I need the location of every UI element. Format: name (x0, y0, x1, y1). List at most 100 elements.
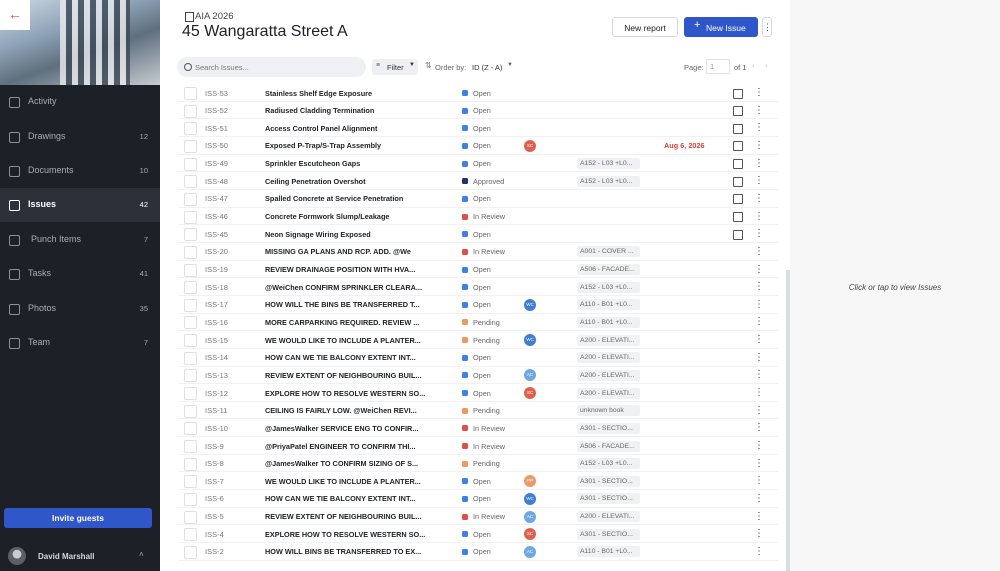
row[interactable] (178, 155, 778, 173)
filter-button[interactable] (372, 59, 418, 75)
issue-title[interactable]: Concrete Formwork Slump/Leakage (265, 212, 390, 222)
issue-title[interactable]: Neon Signage Wiring Exposed (265, 229, 371, 239)
row[interactable] (178, 384, 778, 402)
row-checkbox[interactable] (184, 492, 197, 506)
row[interactable] (178, 278, 778, 296)
row[interactable] (178, 508, 778, 526)
row-menu[interactable]: ⋮ (754, 404, 764, 416)
row-checkbox[interactable] (184, 404, 197, 418)
row-menu[interactable]: ⋮ (754, 369, 764, 381)
row-menu[interactable]: ⋮ (754, 440, 764, 451)
row-menu[interactable]: ⋮ (754, 528, 764, 540)
row-menu[interactable]: ⋮ (754, 492, 764, 504)
invite-button[interactable]: Invite guests (4, 508, 152, 528)
nav-item[interactable]: Tasks (28, 268, 52, 278)
issue-title[interactable]: @JamesWalker TO CONFIRM SIZING OF S... (265, 459, 419, 469)
filter-label[interactable]: Filter (387, 63, 404, 72)
row-checkbox[interactable] (184, 175, 197, 189)
issue-title[interactable]: Ceiling Penetration Overshot (265, 176, 366, 186)
issue-title[interactable]: MISSING GA PLANS AND RCP. ADD. @We (265, 247, 411, 257)
row[interactable] (178, 137, 778, 155)
issue-title[interactable]: EXPLORE HOW TO RESOLVE WESTERN SO... (265, 388, 426, 398)
row[interactable] (178, 543, 778, 561)
page-input[interactable]: 1 (706, 59, 730, 74)
row-menu[interactable]: ⋮ (754, 122, 764, 134)
row-menu[interactable]: ⋮ (754, 316, 764, 328)
issue-title[interactable]: Stainless Shelf Edge Exposure (265, 88, 373, 98)
order-value[interactable]: ID (Z - A) (472, 63, 503, 72)
header-menu[interactable]: ⋮ (762, 17, 772, 37)
row-menu[interactable]: ⋮ (754, 228, 764, 240)
nav-item[interactable]: Issues (28, 199, 57, 209)
row-checkbox[interactable] (184, 316, 197, 330)
row-checkbox[interactable] (184, 510, 197, 524)
row-menu[interactable]: ⋮ (754, 104, 764, 116)
row-menu[interactable]: ⋮ (754, 334, 764, 346)
row[interactable] (178, 490, 778, 508)
row[interactable] (178, 84, 778, 102)
row-menu[interactable]: ⋮ (754, 457, 764, 469)
row[interactable] (178, 296, 778, 314)
row-checkbox[interactable] (184, 440, 197, 453)
row[interactable] (178, 120, 778, 138)
row-checkbox[interactable] (184, 263, 197, 277)
row[interactable] (178, 208, 778, 226)
issue-title[interactable]: Spalled Concrete at Service Penetration (265, 194, 404, 204)
row-menu[interactable]: ⋮ (754, 192, 764, 204)
row[interactable] (178, 172, 778, 191)
issue-title[interactable]: WE WOULD LIKE TO INCLUDE A PLANTER... (265, 476, 421, 486)
row-checkbox[interactable] (184, 351, 197, 365)
row-menu[interactable]: ⋮ (754, 175, 764, 187)
row-checkbox[interactable] (184, 457, 197, 471)
row[interactable] (178, 243, 778, 261)
issue-title[interactable]: REVIEW DRAINAGE POSITION WITH HVA... (265, 265, 416, 274)
nav-item[interactable]: Team (28, 337, 51, 347)
row-menu[interactable]: ⋮ (754, 210, 764, 222)
new-issue-label[interactable]: New Issue (706, 23, 746, 33)
row-checkbox[interactable] (184, 545, 197, 559)
row-checkbox[interactable] (184, 528, 197, 542)
issue-title[interactable]: REVIEW EXTENT OF NEIGHBOURING BUIL... (265, 370, 422, 380)
issue-title[interactable]: HOW CAN WE TIE BALCONY EXTENT INT... (265, 353, 416, 363)
issue-title[interactable]: Exposed P-Trap/S-Trap Assembly (265, 141, 382, 151)
row-menu[interactable]: ⋮ (754, 157, 764, 169)
nav-item[interactable]: Drawings (28, 131, 66, 141)
row-menu[interactable]: ⋮ (754, 139, 764, 151)
row[interactable] (178, 102, 778, 120)
row[interactable] (178, 367, 778, 385)
row-menu[interactable]: ⋮ (754, 281, 764, 293)
issue-title[interactable]: MORE CARPARKING REQUIRED. REVIEW ... (265, 317, 420, 327)
nav-item[interactable]: Punch Items (31, 234, 82, 244)
issue-title[interactable]: CEILING IS FAIRLY LOW. @WeiChen REVI... (265, 406, 417, 416)
issue-title[interactable]: HOW WILL BINS BE TRANSFERRED TO EX... (265, 547, 422, 557)
row-checkbox[interactable] (184, 122, 197, 136)
row-checkbox[interactable] (184, 192, 197, 206)
issue-title[interactable]: HOW CAN WE TIE BALCONY EXTENT INT... (265, 494, 416, 504)
row-checkbox[interactable] (184, 298, 197, 312)
issue-title[interactable]: REVIEW EXTENT OF NEIGHBOURING BUIL... (265, 512, 422, 522)
row[interactable] (178, 349, 778, 367)
row[interactable] (178, 402, 778, 420)
row-checkbox[interactable] (184, 228, 197, 242)
row-checkbox[interactable] (184, 87, 197, 100)
row[interactable] (178, 437, 778, 455)
row-menu[interactable]: ⋮ (754, 263, 764, 275)
row[interactable] (178, 473, 778, 491)
row-checkbox[interactable] (184, 245, 197, 259)
row-menu[interactable]: ⋮ (754, 387, 764, 399)
row[interactable] (178, 525, 778, 544)
row-checkbox[interactable] (184, 104, 197, 118)
search-box[interactable] (177, 57, 366, 77)
row[interactable] (178, 455, 778, 473)
row-checkbox[interactable] (184, 210, 197, 224)
row-checkbox[interactable] (184, 369, 197, 383)
row-checkbox[interactable] (184, 334, 197, 348)
issue-title[interactable]: HOW WILL THE BINS BE TRANSFERRED T... (265, 300, 420, 310)
nav-item[interactable]: Documents (28, 165, 74, 175)
new-report-button[interactable]: New report (612, 17, 678, 37)
row-menu[interactable]: ⋮ (754, 351, 764, 363)
row[interactable] (178, 314, 778, 332)
row[interactable] (178, 225, 778, 243)
row-menu[interactable]: ⋮ (754, 545, 764, 557)
row-checkbox[interactable] (184, 139, 197, 153)
